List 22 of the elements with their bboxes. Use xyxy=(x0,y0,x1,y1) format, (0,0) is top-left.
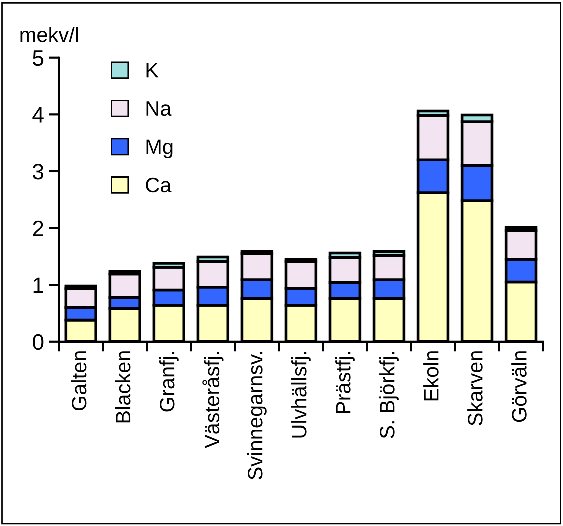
x-tick-label: Svinnegarnsv. xyxy=(247,352,267,480)
x-tick-label: Skarven xyxy=(468,352,483,426)
x-tick-label: Galten xyxy=(71,352,87,411)
x-tick-label: Ekoln xyxy=(424,352,439,401)
y-tick-label: 0 xyxy=(33,334,44,350)
legend-label: Mg xyxy=(146,140,173,158)
x-tick-label: Granfj. xyxy=(159,352,179,412)
x-tick-label: Västeråsfj. xyxy=(202,352,224,449)
legend-label: Na xyxy=(146,102,172,116)
y-axis-title: mekv/l xyxy=(20,27,78,42)
y-tick-label: 2 xyxy=(33,220,44,236)
y-tick-label: 5 xyxy=(33,50,44,66)
x-tick-label: S. Björkfj. xyxy=(380,352,399,438)
y-tick-label: 4 xyxy=(32,107,44,123)
y-tick-label: 3 xyxy=(33,164,44,180)
x-tick-label: Prästfj. xyxy=(336,352,355,414)
legend-label: Ca xyxy=(146,178,172,193)
x-tick-label: Blacken xyxy=(115,352,131,423)
x-tick-label: Ulvhällsfj. xyxy=(291,352,311,438)
x-tick-label: Görväln xyxy=(512,352,527,422)
legend-label: K xyxy=(146,63,159,78)
y-tick-label: 1 xyxy=(34,278,44,294)
